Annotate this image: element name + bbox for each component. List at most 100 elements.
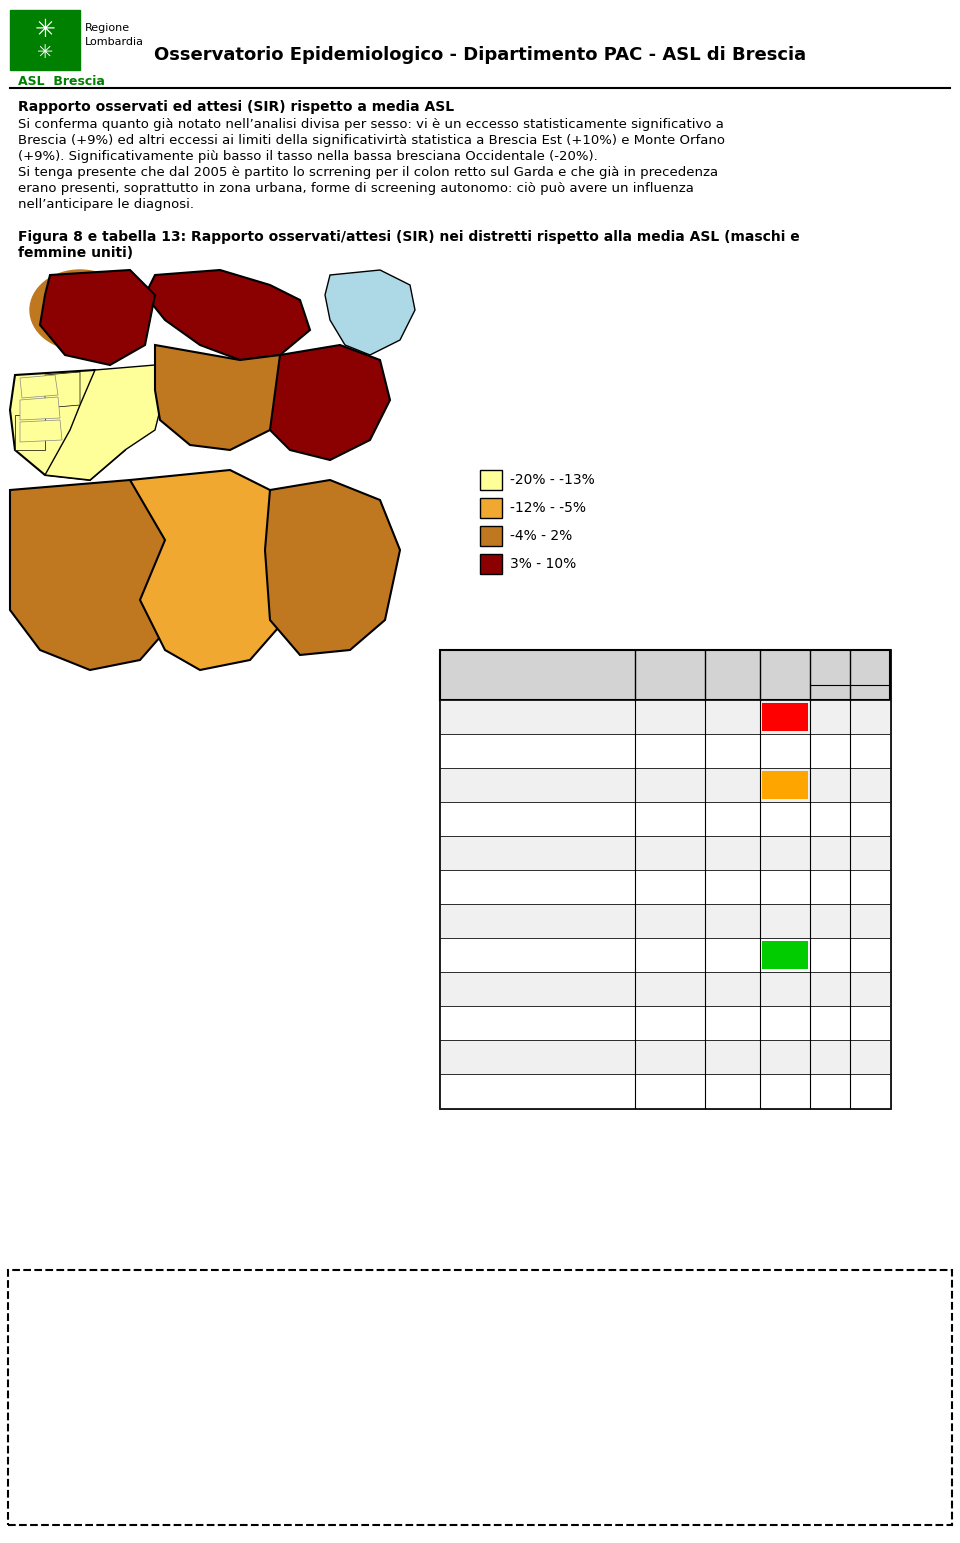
Text: 146: 146	[674, 949, 700, 961]
Bar	[440, 904, 890, 938]
Text: erano presenti, soprattutto in zona urbana, forme di screening autonomo: ciò può: erano presenti, soprattutto in zona urba…	[18, 182, 694, 194]
Bar	[440, 650, 890, 1108]
Text: 380: 380	[674, 813, 700, 826]
Text: osservati: osservati	[637, 674, 703, 687]
Polygon shape	[20, 375, 58, 398]
Text: 11 - Garda: 11 - Garda	[444, 1051, 507, 1063]
Bar	[480, 526, 502, 546]
Bar	[480, 498, 502, 518]
Polygon shape	[265, 480, 400, 654]
Text: 0,82: 0,82	[821, 915, 847, 927]
Polygon shape	[270, 346, 390, 460]
Text: 1 - Brescia: 1 - Brescia	[444, 710, 507, 724]
Text: 3% - 10%: 3% - 10%	[510, 557, 576, 571]
Ellipse shape	[30, 270, 130, 350]
Text: 480: 480	[674, 1051, 700, 1063]
Bar	[440, 1006, 890, 1040]
Text: 1,13: 1,13	[861, 1017, 887, 1029]
Text: 0,67: 0,67	[821, 949, 847, 961]
Text: occidentali. Negli ultimi decenni in Italia gli andamenti temporali dell’inciden: occidentali. Negli ultimi decenni in Ita…	[18, 1302, 731, 1316]
Text: 299: 299	[732, 779, 755, 792]
Text: displastica): gli stili di vita e la familiarità sono fattori di aumento del ris: displastica): gli stili di vita e la fam…	[18, 1387, 716, 1400]
Text: Figura 8 e tabella 13: Rapporto osservati/attesi (SIR) nei distretti rispetto al: Figura 8 e tabella 13: Rapporto osservat…	[18, 230, 800, 244]
Bar	[440, 870, 890, 904]
Text: -20% - -13%: -20% - -13%	[510, 474, 595, 488]
Text: 1,09: 1,09	[861, 983, 887, 995]
Text: D e calcio sono fattori protettivi. Circa un terzo dei tumori del colon-retto pr: D e calcio sono fattori protettivi. Circ…	[18, 1450, 737, 1463]
Text: 0,77: 0,77	[821, 847, 847, 859]
Text: Lombardia: Lombardia	[85, 37, 144, 46]
Text: 5 - Sebino: 5 - Sebino	[444, 847, 503, 859]
Polygon shape	[20, 397, 60, 420]
Text: 4 - Valle Trompia: 4 - Valle Trompia	[444, 813, 542, 826]
Text: 6 - Monte Orfano: 6 - Monte Orfano	[444, 881, 544, 893]
Text: 0,95: 0,95	[821, 881, 847, 893]
Text: Regione: Regione	[85, 23, 131, 32]
Text: (+9%). Significativamente più basso il tasso nella bassa bresciana Occidentale (: (+9%). Significativamente più basso il t…	[18, 150, 598, 164]
Text: ✳: ✳	[36, 43, 53, 62]
Text: sup: sup	[857, 676, 882, 690]
Text: 278: 278	[732, 915, 755, 927]
Text: inf: inf	[821, 676, 839, 690]
Text: 0,94: 0,94	[821, 1051, 847, 1063]
Text: l’incidenza che nel far scoprire tumori in stato iniziale più facilmente curabil: l’incidenza che nel far scoprire tumori …	[18, 1345, 503, 1358]
Bar	[762, 704, 808, 731]
Text: 0,93: 0,93	[771, 1085, 805, 1099]
Text: 1,04: 1,04	[861, 813, 887, 826]
Bar	[10, 265, 430, 730]
Text: 0,90: 0,90	[771, 846, 805, 859]
Text: SIR: SIR	[774, 668, 797, 680]
Polygon shape	[40, 270, 155, 366]
Bar	[440, 802, 890, 836]
Polygon shape	[15, 415, 45, 451]
Polygon shape	[130, 471, 300, 670]
Text: 328: 328	[674, 779, 700, 792]
Text: Si conferma quanto già notato nell’analisi divisa per sesso: vi è un eccesso sta: Si conferma quanto già notato nell’anali…	[18, 117, 724, 131]
Polygon shape	[10, 480, 185, 670]
Bar	[762, 941, 808, 969]
Text: distretto: distretto	[442, 674, 503, 687]
Text: ASL  Brescia: ASL Brescia	[18, 76, 105, 88]
Text: 405: 405	[732, 813, 755, 826]
Text: 1,05: 1,05	[861, 915, 887, 927]
Text: Brescia (+9%) ed altri eccessi ai limiti della significativirtà statistica a Bre: Brescia (+9%) ed altri eccessi ai limiti…	[18, 134, 725, 147]
Bar	[440, 972, 890, 1006]
Text: 167: 167	[674, 847, 700, 859]
Text: mutazioni genetiche associate ad aumento del rischio di carcinoma colo-rettale.: mutazioni genetiche associate ad aumento…	[18, 1492, 522, 1504]
Text: 1,03: 1,03	[771, 1049, 805, 1065]
Text: solo una parte di questo rischio familiare (2-5%) e riconducibile a sindromi con: solo una parte di questo rischio familia…	[18, 1470, 740, 1484]
Text: Si tenga presente che dal 2005 è partito lo scrrening per il colon retto sul Gar: Si tenga presente che dal 2005 è partito…	[18, 167, 718, 179]
Text: 1,22: 1,22	[861, 779, 887, 792]
Text: 186: 186	[732, 847, 755, 859]
FancyBboxPatch shape	[8, 1270, 952, 1524]
Text: 12 - Valle Sabbia: 12 - Valle Sabbia	[444, 1085, 543, 1097]
Text: tumore in assoluto. La mortalità di questo tumore è però in moderato calo: lo sc: tumore in assoluto. La mortalità di ques…	[18, 1324, 758, 1336]
Text: 0,98: 0,98	[821, 779, 847, 792]
Text: 0,89: 0,89	[821, 983, 847, 995]
Text: attesi: attesi	[712, 668, 753, 680]
Text: 278: 278	[732, 745, 755, 758]
Text: 1,09: 1,09	[771, 880, 805, 893]
Text: 1,12: 1,12	[861, 1051, 887, 1063]
Polygon shape	[45, 366, 165, 480]
Text: 192: 192	[674, 1017, 700, 1029]
Text: 0,86: 0,86	[821, 745, 847, 758]
Text: 929: 929	[732, 710, 755, 724]
Text: 1,05: 1,05	[861, 847, 887, 859]
Text: Osservatorio Epidemiologico - Dipartimento PAC - ASL di Brescia: Osservatorio Epidemiologico - Dipartimen…	[154, 46, 806, 63]
Text: 1,05: 1,05	[861, 1085, 887, 1097]
Text: 0,98: 0,98	[771, 1015, 805, 1031]
Bar	[440, 836, 890, 870]
Bar	[440, 768, 890, 802]
Text: Circa l’80% dei carcinomi del colon-retto insorge a partire da lesioni precancer: Circa l’80% dei carcinomi del colon-rett…	[18, 1366, 706, 1379]
Text: 195: 195	[732, 881, 755, 893]
Text: 0,97: 0,97	[771, 744, 805, 758]
Text: n.: n.	[663, 660, 677, 673]
Text: 3 - Brescia Est: 3 - Brescia Est	[444, 779, 529, 792]
Text: 0,80: 0,80	[768, 947, 803, 961]
Text: 1,10: 1,10	[861, 745, 887, 758]
Bar	[440, 938, 890, 972]
Polygon shape	[155, 346, 290, 451]
Text: -12% - -5%: -12% - -5%	[510, 501, 586, 515]
Text: 1,10: 1,10	[768, 778, 803, 792]
